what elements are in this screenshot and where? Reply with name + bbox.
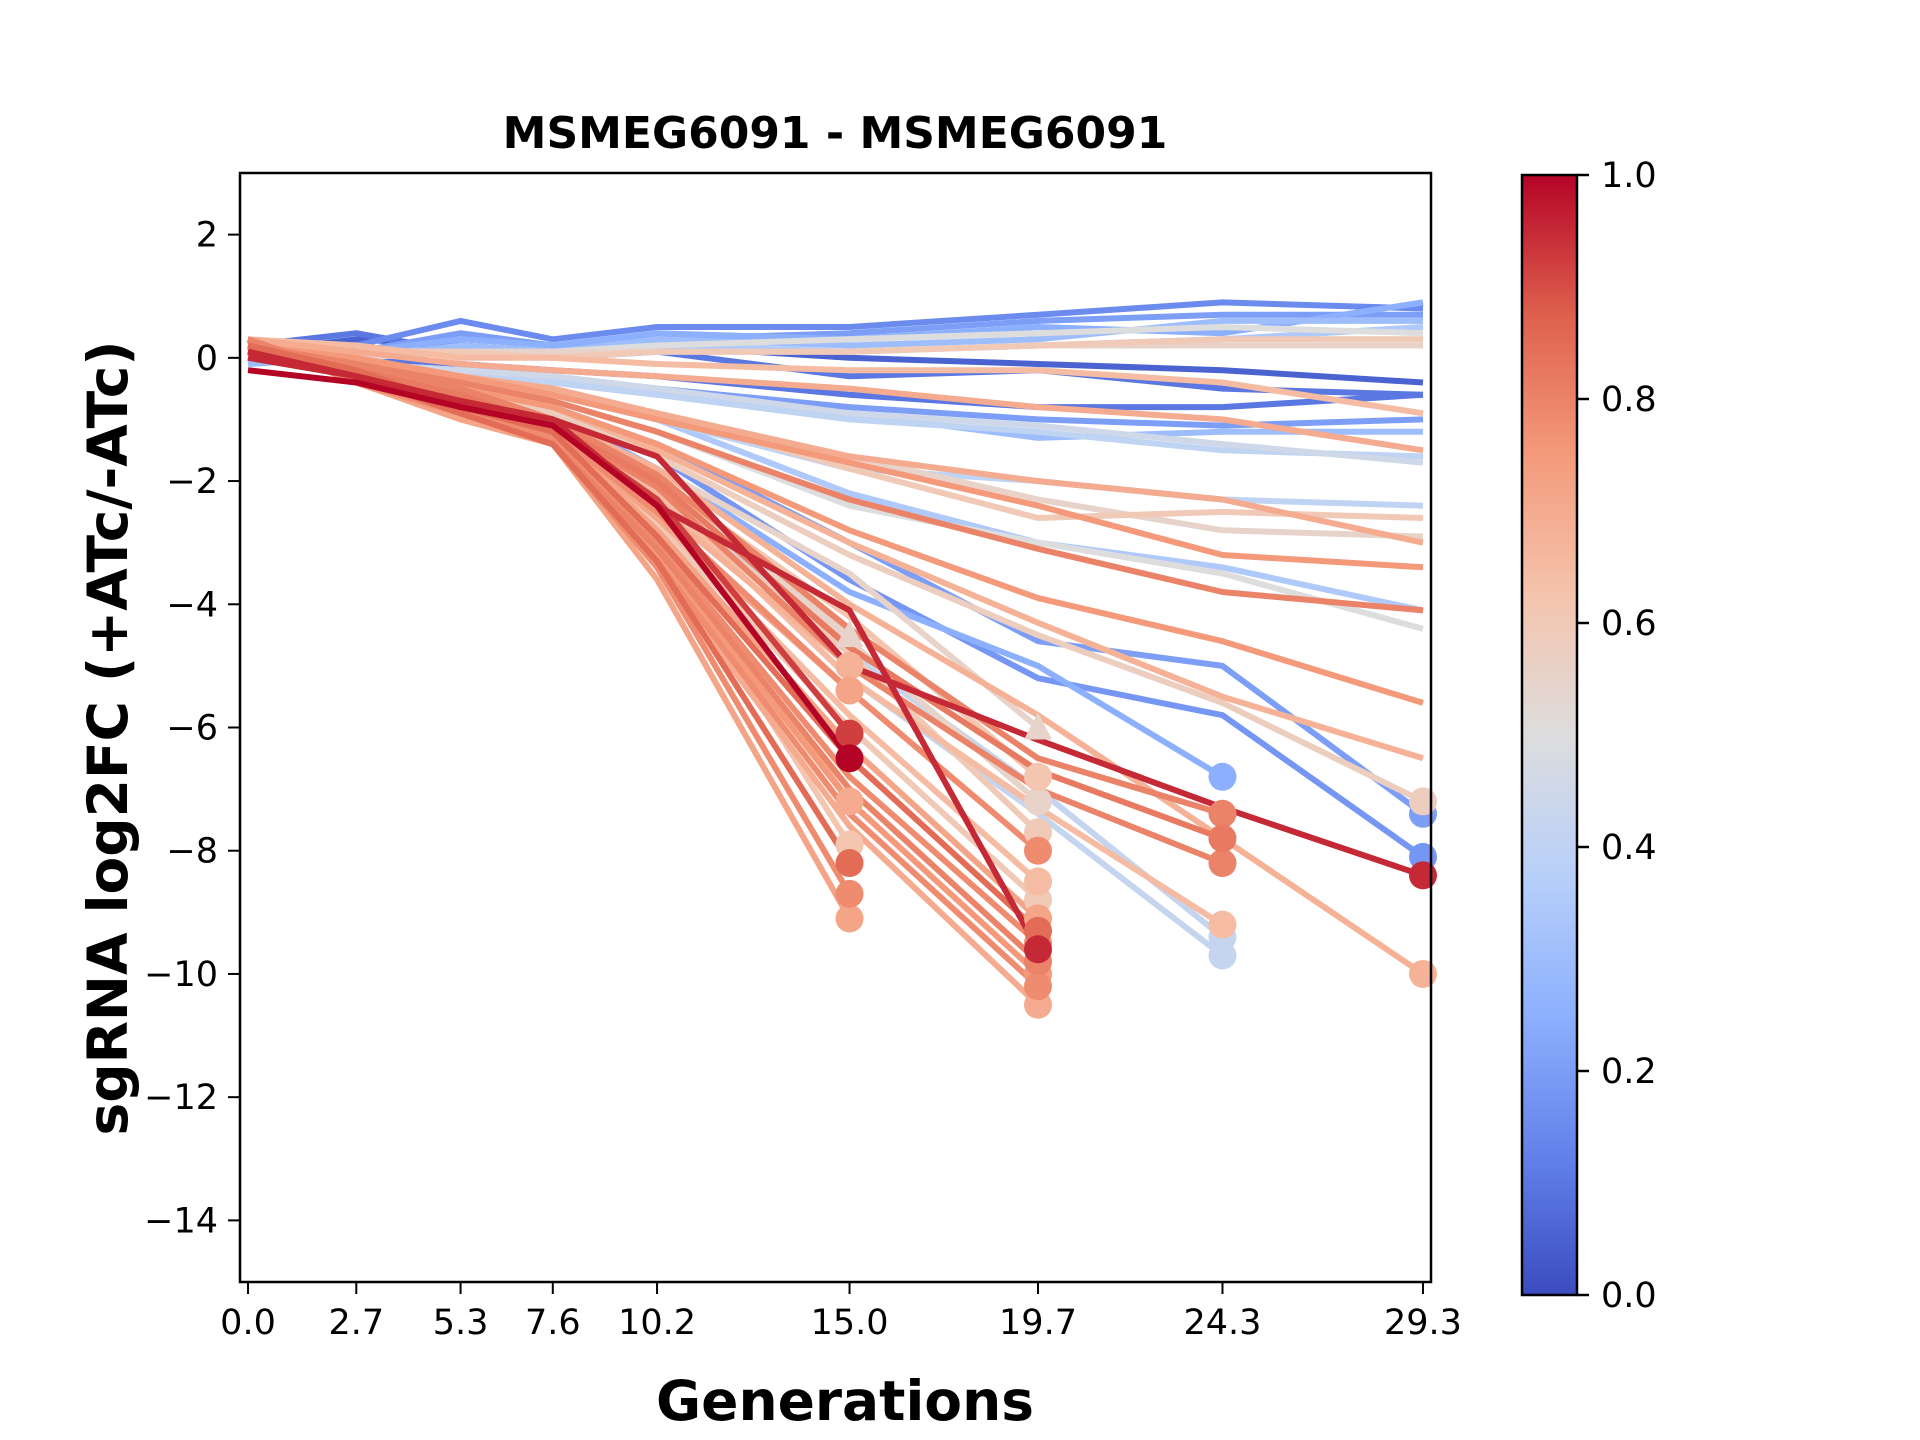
series-line — [247, 336, 1424, 454]
series-marker-circle — [1024, 787, 1053, 816]
y-tick-label: −2 — [166, 462, 218, 502]
series-line — [247, 342, 1424, 571]
series-marker-circle — [1024, 935, 1053, 964]
x-tick-label: 10.2 — [618, 1303, 696, 1343]
series-marker-circle — [835, 849, 864, 878]
series-marker-circle — [1024, 867, 1053, 896]
series-line — [247, 367, 852, 761]
y-tick-label: −12 — [144, 1078, 218, 1118]
y-axis-label: sgRNA log2FC (+ATc/-ATc) — [76, 340, 140, 1135]
y-tick-label: −6 — [166, 709, 218, 749]
y-axis: 2 0 −2 −4 −6 −8 −10 −12 −14 — [144, 216, 240, 1241]
series-marker-circle — [1208, 799, 1237, 828]
series-line — [247, 342, 1224, 817]
y-tick-label: 2 — [196, 216, 218, 256]
x-tick-label: 0.0 — [220, 1303, 276, 1343]
series-marker-circle — [1024, 972, 1053, 1001]
colorbar-ticks: 0.0 0.2 0.4 0.6 0.8 1.0 — [1577, 156, 1657, 1316]
series-marker-triangle — [835, 620, 864, 648]
colorbar-tick-label: 0.8 — [1601, 380, 1657, 420]
y-tick-label: −14 — [144, 1201, 218, 1241]
series-marker-circle — [1408, 787, 1437, 816]
colorbar — [1520, 173, 1579, 1297]
x-tick-label: 2.7 — [328, 1303, 384, 1343]
series-line — [247, 336, 1424, 417]
x-axis: 0.0 2.7 5.3 7.6 10.2 15.0 19.7 24.3 29.3 — [220, 1282, 1462, 1343]
series-marker-circle — [835, 651, 864, 680]
series-line — [247, 342, 1041, 934]
x-tick-label: 29.3 — [1384, 1303, 1462, 1343]
series-marker-circle — [835, 787, 864, 816]
series-marker-triangle — [1024, 712, 1053, 740]
series-marker-circle — [835, 676, 864, 705]
y-tick-label: 0 — [196, 339, 218, 379]
x-tick-label: 7.6 — [525, 1303, 581, 1343]
colorbar-tick-label: 1.0 — [1601, 156, 1657, 196]
series-marker-circle — [1208, 824, 1237, 853]
series-marker-circle — [1208, 910, 1237, 939]
x-axis-label: Generations — [656, 1369, 1034, 1433]
series-marker-circle — [1408, 861, 1437, 890]
x-tick-label: 5.3 — [433, 1303, 489, 1343]
series-layer — [246, 299, 1425, 1007]
series-marker-circle — [1208, 941, 1237, 970]
series-marker-circle — [1024, 762, 1053, 791]
series-marker-circle — [835, 719, 864, 748]
series-marker-circle — [835, 904, 864, 933]
colorbar-tick-label: 0.2 — [1601, 1052, 1657, 1092]
y-tick-label: −10 — [144, 955, 218, 995]
chart-title: MSMEG6091 - MSMEG6091 — [503, 108, 1168, 159]
x-tick-label: 19.7 — [999, 1303, 1077, 1343]
series-marker-circle — [835, 879, 864, 908]
colorbar-tick-label: 0.0 — [1601, 1276, 1657, 1316]
series-marker-circle — [1408, 959, 1437, 988]
series-marker-circle — [1208, 762, 1237, 791]
series-line — [247, 299, 1424, 355]
series-marker-circle — [835, 744, 864, 773]
y-tick-label: −4 — [166, 585, 218, 625]
series-marker-circle — [1024, 836, 1053, 865]
colorbar-tick-label: 0.4 — [1601, 828, 1657, 868]
y-tick-label: −8 — [166, 832, 218, 872]
x-tick-label: 15.0 — [811, 1303, 889, 1343]
x-tick-label: 24.3 — [1184, 1303, 1262, 1343]
series-line — [247, 348, 1041, 951]
series-marker-circle — [1208, 849, 1237, 878]
colorbar-tick-label: 0.6 — [1601, 604, 1657, 644]
